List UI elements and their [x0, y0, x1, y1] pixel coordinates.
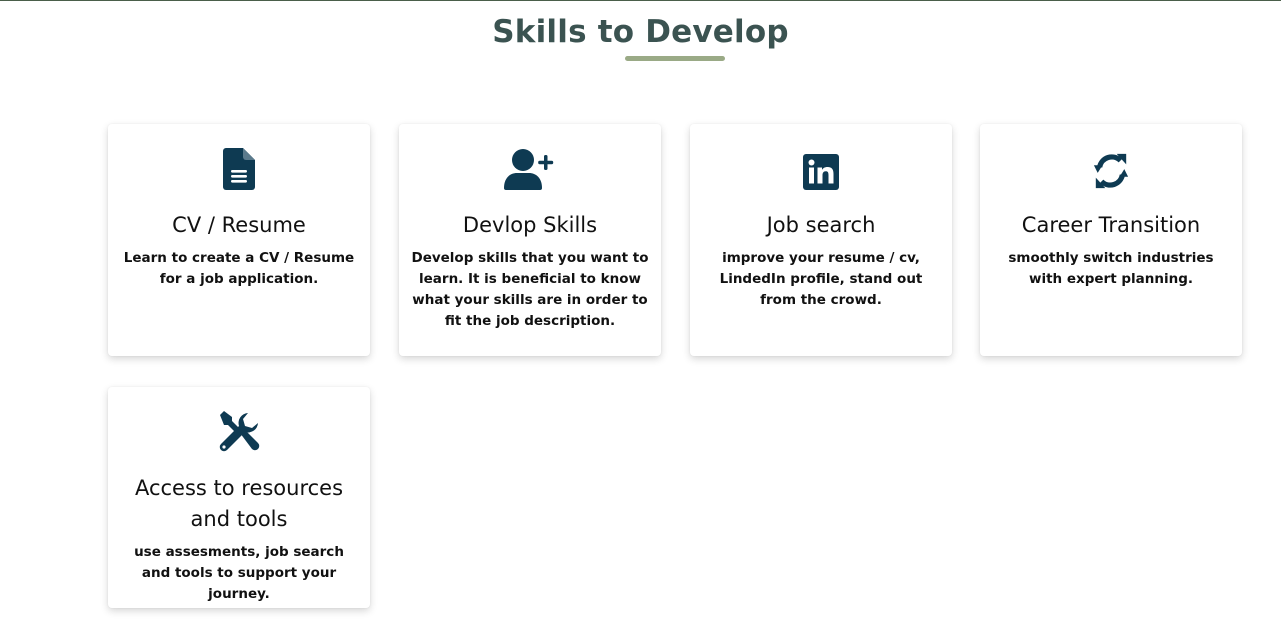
document-icon — [108, 148, 370, 190]
section-title: Skills to Develop — [492, 14, 789, 50]
card-description: improve your resume / cv, LindedIn profi… — [719, 250, 923, 308]
card-title: Access to resources and tools — [134, 476, 344, 531]
linkedin-icon — [690, 148, 952, 190]
user-plus-icon — [399, 148, 661, 190]
card-career-transition[interactable]: Career Transition smoothly switch indust… — [980, 124, 1242, 356]
card-description: smoothly switch industries with expert p… — [1008, 250, 1214, 287]
card-job-search[interactable]: Job search improve your resume / cv, Lin… — [690, 124, 952, 356]
card-title: Devlop Skills — [462, 213, 598, 237]
top-divider — [0, 0, 1281, 1]
card-description: Learn to create a CV / Resume for a job … — [123, 250, 355, 287]
card-title: CV / Resume — [172, 213, 306, 237]
tools-icon — [108, 411, 370, 453]
card-title: Job search — [766, 213, 876, 237]
card-title: Career Transition — [1021, 213, 1201, 237]
card-resources-tools[interactable]: Access to resources and tools use assesm… — [108, 387, 370, 608]
card-cv-resume[interactable]: CV / Resume Learn to create a CV / Resum… — [108, 124, 370, 356]
title-underline — [625, 56, 725, 61]
card-devlop-skills[interactable]: Devlop Skills Develop skills that you wa… — [399, 124, 661, 356]
card-description: Develop skills that you want to learn. I… — [411, 250, 649, 329]
card-description: use assesments, job search and tools to … — [134, 544, 344, 602]
sync-arrows-icon — [980, 148, 1242, 190]
